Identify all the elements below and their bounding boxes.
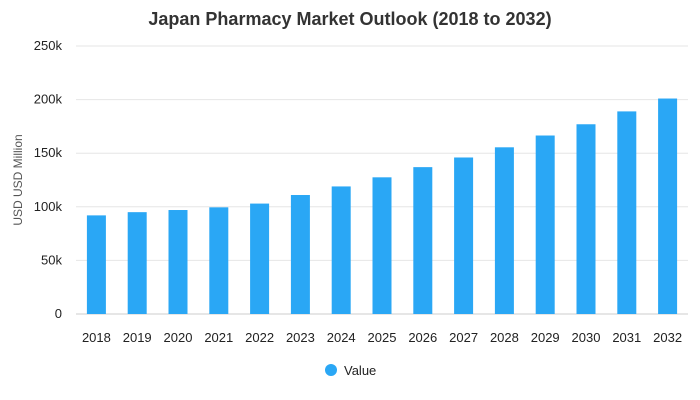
x-tick-label: 2030 [572,330,601,345]
bar-2026[interactable] [413,167,433,314]
bar-2025[interactable] [372,177,392,314]
x-tick-label: 2020 [164,330,193,345]
bar-2030[interactable] [576,124,596,314]
x-tick-label: 2018 [82,330,111,345]
legend[interactable]: Value [325,363,376,378]
bar-2021[interactable] [209,207,229,314]
bar-2031[interactable] [617,111,637,314]
legend-swatch-value [325,364,337,376]
x-tick-label: 2032 [653,330,682,345]
x-tick-label: 2028 [490,330,519,345]
x-tick-label: 2027 [449,330,478,345]
y-tick-label: 50k [41,252,62,267]
x-tick-label: 2031 [612,330,641,345]
x-tick-label: 2026 [408,330,437,345]
y-tick-label: 150k [34,145,63,160]
bar-2032[interactable] [658,98,678,314]
y-tick-label: 100k [34,199,63,214]
bar-2027[interactable] [454,157,474,314]
bars [86,98,678,314]
x-tick-label: 2025 [368,330,397,345]
bar-2022[interactable] [250,203,270,314]
y-tick-label: 0 [55,306,62,321]
bar-2023[interactable] [290,195,310,314]
x-axis-ticks: 2018 2019 2020 2021 2022 2023 2024 2025 2026 2027… [82,330,682,345]
bar-2019[interactable] [127,212,147,314]
x-tick-label: 2019 [123,330,152,345]
legend-label-value: Value [344,363,376,378]
y-axis-ticks: 0 50k 100k 150k 200k 250k [34,38,63,321]
x-tick-label: 2029 [531,330,560,345]
bar-2029[interactable] [535,135,555,314]
bar-2028[interactable] [494,147,514,314]
x-tick-label: 2022 [245,330,274,345]
x-tick-label: 2021 [204,330,233,345]
bar-2020[interactable] [168,210,188,314]
y-tick-label: 250k [34,38,63,53]
x-tick-label: 2024 [327,330,356,345]
x-tick-label: 2023 [286,330,315,345]
y-axis-label: USD USD Million [11,134,25,225]
bar-2018[interactable] [86,215,106,314]
chart-title: Japan Pharmacy Market Outlook (2018 to 2… [148,9,551,29]
y-tick-label: 200k [34,92,63,107]
bar-2024[interactable] [331,186,351,314]
